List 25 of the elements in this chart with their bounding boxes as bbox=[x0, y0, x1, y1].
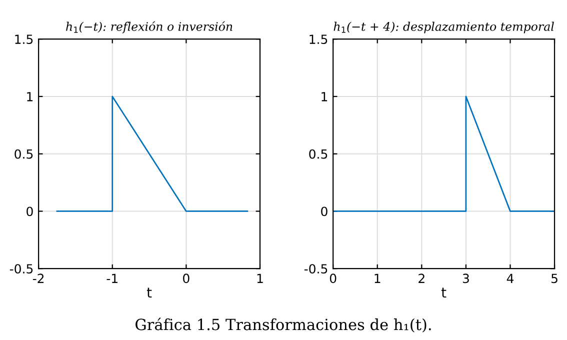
y-tick-label: 0.5 bbox=[309, 149, 328, 159]
x-tick-label: 3 bbox=[462, 274, 469, 284]
x-tick-label: 0 bbox=[330, 274, 336, 284]
chart-title: h$_{1}$(−t + 4): desplazamiento temporal bbox=[334, 22, 554, 34]
y-tick-label: 1 bbox=[322, 92, 328, 102]
x-tick-label: 1 bbox=[374, 274, 380, 283]
x-axis-title: t bbox=[146, 288, 152, 298]
x-tick-label: 0 bbox=[183, 274, 190, 284]
y-tick-label: 0 bbox=[321, 206, 328, 216]
text: Gráfica 1.5 Transformaciones de h₁(t). bbox=[136, 318, 431, 332]
x-tick-label: 2 bbox=[418, 274, 424, 283]
chart-title: h$_{1}$(−t): reflexión o inversión bbox=[66, 21, 232, 34]
x-tick-label: 4 bbox=[506, 274, 514, 283]
y-tick-label: 0 bbox=[26, 206, 33, 216]
x-tick-label: 5 bbox=[552, 274, 558, 284]
x-axis-title: t bbox=[441, 288, 446, 298]
y-tick-label: 1 bbox=[27, 92, 33, 102]
y-tick-label: -0.5 bbox=[304, 264, 328, 274]
y-tick-label: 0.5 bbox=[14, 149, 33, 159]
y-tick-label: 1.5 bbox=[15, 34, 33, 44]
x-tick-label: -1 bbox=[106, 274, 118, 283]
x-tick-label: 1 bbox=[257, 274, 263, 283]
y-tick-label: -0.5 bbox=[10, 264, 33, 274]
y-tick-label: 1.5 bbox=[310, 34, 328, 44]
x-tick-label: -2 bbox=[32, 274, 44, 283]
